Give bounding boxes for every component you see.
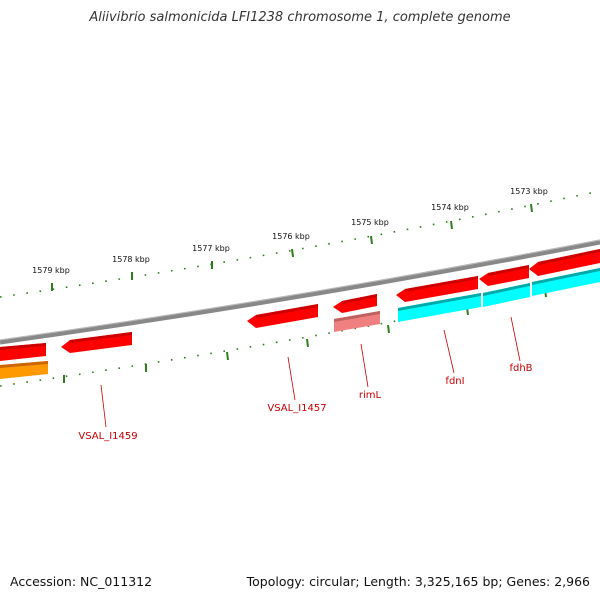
gene-label-fdnI: fdnI (445, 376, 464, 387)
feature-block-rimL-pink (334, 311, 380, 332)
gene-label-rimL: rimL (359, 390, 382, 401)
map-title: Aliivibrio salmonicida LFI1238 chromosom… (89, 10, 511, 25)
forward-strand-genes (0, 249, 600, 361)
feature-block-cyan (398, 268, 600, 322)
scale-label-1577: 1577 kbp (192, 244, 230, 253)
feature-block-orange (0, 361, 48, 379)
major-tick-1575 (370, 235, 373, 245)
gene-arrow-fdhB (479, 265, 529, 286)
major-tick-1574 (450, 220, 453, 230)
label-leader-lines (100, 316, 521, 428)
scale-label-1579: 1579 kbp (32, 266, 70, 275)
accession-footer: Accession: NC_011312 (10, 574, 153, 589)
gene-label-VSAL_I1459: VSAL_I1459 (78, 431, 137, 442)
gene-arrow-right-edge (529, 249, 600, 276)
gene-arrow-fdnI (396, 276, 478, 302)
scale-label-1573: 1573 kbp (510, 187, 548, 196)
major-tick-1573 (530, 203, 533, 213)
major-tick-1576 (291, 248, 294, 258)
genome-backbone-highlight (0, 239, 600, 341)
scale-label-1574: 1574 kbp (431, 203, 469, 212)
gene-arrow-rimL (333, 294, 377, 313)
genome-backbone (0, 239, 600, 345)
scale-label-1575: 1575 kbp (351, 218, 389, 227)
scale-label-1578: 1578 kbp (112, 255, 150, 264)
gene-arrow-left-edge (0, 343, 46, 361)
inner-major-ticks (63, 288, 547, 383)
topology-stats-footer: Topology: circular; Length: 3,325,165 bp… (246, 574, 590, 589)
reverse-strand-features (0, 268, 600, 379)
gene-label-fdhB: fdhB (509, 363, 532, 374)
gene-label-VSAL_I1457: VSAL_I1457 (267, 403, 326, 414)
outer-major-ticks (51, 203, 533, 291)
scale-label-1576: 1576 kbp (272, 232, 310, 241)
gene-arrow-VSAL_I1459 (61, 332, 132, 353)
gene-arrow-VSAL_I1457 (247, 304, 318, 328)
